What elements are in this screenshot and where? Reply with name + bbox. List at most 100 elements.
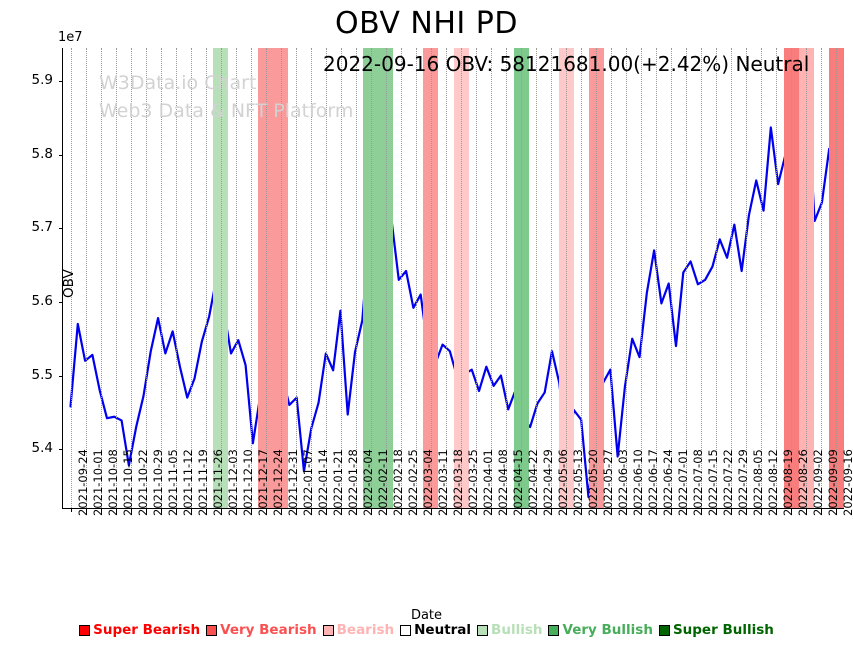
- gridline-vertical: [506, 48, 508, 508]
- x-tick-label: 2022-07-22: [721, 449, 736, 516]
- legend-item[interactable]: Neutral: [400, 622, 471, 638]
- x-tick-mark: [791, 508, 793, 512]
- gridline-vertical: [385, 48, 387, 508]
- legend-label: Bearish: [336, 622, 395, 638]
- legend-label: Bullish: [491, 622, 543, 638]
- x-tick-mark: [430, 508, 432, 512]
- y-tick-mark: [59, 301, 63, 303]
- x-tick-label: 2021-10-08: [105, 449, 120, 516]
- gridline-vertical: [115, 48, 117, 508]
- x-tick-mark: [611, 508, 613, 512]
- x-tick-mark: [491, 508, 493, 512]
- legend-item[interactable]: Very Bullish: [548, 622, 653, 638]
- gridline-vertical: [476, 48, 478, 508]
- legend-item[interactable]: Very Bearish: [206, 622, 317, 638]
- x-tick-mark: [205, 508, 207, 512]
- gridline-vertical: [671, 48, 673, 508]
- x-tick-label: 2022-04-29: [541, 449, 556, 516]
- x-tick-label: 2022-07-29: [736, 449, 751, 516]
- x-tick-label: 2022-03-04: [420, 449, 435, 516]
- legend-label: Neutral: [414, 622, 472, 638]
- gridline-vertical: [280, 48, 282, 508]
- plot-area[interactable]: 5.4 5.5 5.6 5.7 5.8 5.9 2021-09-24 2021-10-01 2…: [32, 48, 853, 516]
- x-tick-label: 2022-07-15: [706, 449, 721, 516]
- x-tick-label: 2022-01-28: [345, 449, 360, 516]
- x-tick-label: 2022-07-01: [676, 449, 691, 516]
- gridline-vertical: [235, 48, 237, 508]
- gridline-vertical: [250, 48, 252, 508]
- x-tick-label: 2021-10-22: [135, 449, 150, 516]
- signal-band: [828, 48, 844, 508]
- x-tick-mark: [145, 508, 147, 512]
- legend-label: Very Bullish: [562, 622, 653, 638]
- chart-subtitle-readout: 2022-09-16 OBV: 58121681.00(+2.42%) Neut…: [323, 52, 810, 76]
- x-tick-mark: [731, 508, 733, 512]
- gridline-vertical: [100, 48, 102, 508]
- gridline-vertical: [626, 48, 628, 508]
- gridline-vertical: [340, 48, 342, 508]
- x-tick-label: 2022-01-21: [330, 449, 345, 516]
- x-tick-label: 2021-11-05: [165, 449, 180, 516]
- x-tick-mark: [130, 508, 132, 512]
- y-tick-label: 5.5: [31, 366, 53, 383]
- gridline-vertical: [701, 48, 703, 508]
- gridline-vertical: [656, 48, 658, 508]
- legend-item[interactable]: Bullish: [477, 622, 542, 638]
- x-tick-label: 2022-04-22: [526, 449, 541, 516]
- gridline-vertical: [205, 48, 207, 508]
- legend-swatch-icon: [322, 624, 334, 636]
- x-tick-mark: [235, 508, 237, 512]
- x-tick-mark: [190, 508, 192, 512]
- x-tick-label: 2022-08-26: [796, 449, 811, 516]
- legend-item[interactable]: Super Bearish: [79, 622, 200, 638]
- x-tick-mark: [671, 508, 673, 512]
- legend-item[interactable]: Super Bullish: [658, 622, 774, 638]
- x-tick-label: 2022-07-08: [691, 449, 706, 516]
- x-tick-mark: [461, 508, 462, 512]
- gridline-vertical: [551, 48, 553, 508]
- x-tick-label: 2022-08-19: [781, 449, 796, 516]
- gridline-vertical: [265, 48, 267, 508]
- gridline-vertical: [791, 48, 793, 508]
- legend-label: Super Bearish: [93, 622, 201, 638]
- x-tick-mark: [746, 508, 748, 512]
- x-tick-label: 2022-09-09: [826, 449, 841, 516]
- x-tick-label: 2021-11-26: [210, 449, 225, 516]
- x-tick-mark: [521, 508, 523, 512]
- x-tick-mark: [551, 508, 553, 512]
- x-tick-label: 2022-04-15: [511, 449, 526, 516]
- x-tick-mark: [566, 508, 568, 512]
- gridline-vertical: [445, 48, 447, 508]
- x-tick-mark: [385, 508, 387, 512]
- x-tick-mark: [100, 508, 102, 512]
- x-tick-label: 2022-05-20: [586, 449, 601, 516]
- x-tick-label: 2021-12-24: [270, 449, 285, 516]
- x-tick-label: 2022-02-11: [375, 449, 390, 516]
- x-axis-label: Date: [410, 608, 443, 623]
- x-tick-label: 2021-12-17: [255, 449, 270, 516]
- x-tick-mark: [160, 508, 162, 512]
- x-tick-label: 2021-12-10: [240, 449, 255, 516]
- x-tick-mark: [626, 508, 628, 512]
- y-tick-mark: [59, 375, 63, 377]
- y-tick-label: 5.6: [31, 292, 53, 309]
- x-tick-label: 2021-12-03: [225, 449, 240, 516]
- x-tick-mark: [355, 508, 357, 512]
- gridline-vertical: [70, 48, 72, 508]
- gridline-vertical: [716, 48, 718, 508]
- y-tick-label: 5.9: [31, 72, 53, 89]
- gridline-vertical: [145, 48, 147, 508]
- legend-swatch-icon: [400, 624, 412, 636]
- x-tick-label: 2022-06-17: [646, 449, 661, 516]
- x-tick-label: 2022-06-03: [616, 449, 631, 516]
- x-tick-mark: [340, 508, 342, 512]
- x-tick-label: 2022-03-11: [435, 449, 450, 516]
- y-tick-label: 5.7: [31, 219, 53, 236]
- legend-item[interactable]: Bearish: [322, 622, 395, 638]
- x-tick-label: 2022-02-25: [405, 449, 420, 516]
- x-tick-label: 2022-09-16: [841, 449, 853, 516]
- gridline-vertical: [310, 48, 312, 508]
- y-tick-label: 5.4: [31, 440, 53, 457]
- gridline-vertical: [686, 48, 688, 508]
